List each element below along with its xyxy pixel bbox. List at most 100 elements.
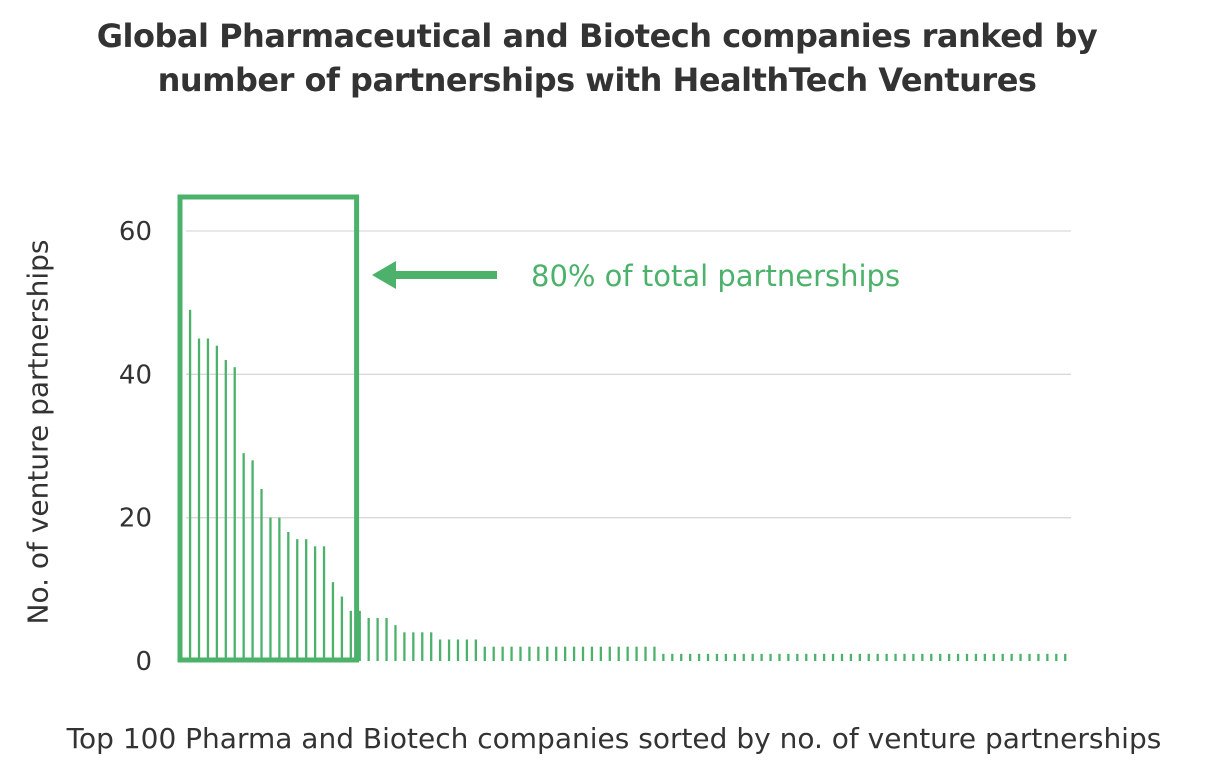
- bar: [947, 653, 951, 661]
- bar: [590, 646, 594, 661]
- bar: [894, 653, 897, 661]
- bar: [501, 646, 504, 661]
- bar: [421, 632, 424, 661]
- bar: [983, 653, 986, 661]
- bar: [492, 646, 495, 661]
- x-axis-label: Top 100 Pharma and Biotech companies sor…: [66, 722, 1162, 755]
- bar: [1046, 653, 1049, 661]
- chart-title-line-1: Global Pharmaceutical and Biotech compan…: [96, 17, 1098, 55]
- highlight-annotation: 80% of total partnerships: [177, 194, 900, 663]
- bar: [563, 646, 567, 661]
- bar: [840, 653, 844, 661]
- bar: [805, 653, 808, 661]
- bar: [1064, 653, 1067, 661]
- bar: [903, 653, 906, 661]
- bar: [322, 546, 326, 661]
- y-tick-label: 60: [119, 217, 152, 247]
- bars: [180, 281, 1067, 661]
- bar: [626, 646, 629, 661]
- bar: [1028, 653, 1031, 661]
- bar: [796, 653, 799, 661]
- bar: [724, 653, 728, 661]
- bar: [965, 653, 969, 661]
- bar: [510, 646, 513, 661]
- bar: [1019, 653, 1022, 661]
- bar: [608, 646, 611, 661]
- bar: [358, 610, 361, 661]
- bar: [885, 653, 888, 661]
- bar: [974, 653, 978, 661]
- bar: [305, 539, 308, 661]
- bar: [313, 546, 317, 661]
- bar: [555, 646, 558, 661]
- bar: [930, 653, 933, 661]
- bar: [367, 618, 370, 661]
- bar: [430, 632, 433, 661]
- bar: [778, 653, 781, 661]
- bar: [992, 653, 995, 661]
- bar: [617, 646, 620, 661]
- bar: [1037, 653, 1040, 661]
- bar: [760, 653, 763, 661]
- bar: [581, 646, 585, 661]
- bar: [921, 653, 924, 661]
- bar: [474, 639, 477, 661]
- bar: [876, 653, 879, 661]
- highlight-box: [177, 194, 360, 663]
- bar: [831, 653, 835, 661]
- bar: [376, 618, 379, 661]
- bar: [278, 517, 281, 661]
- bar: [483, 646, 486, 661]
- bar: [242, 453, 245, 661]
- bar: [751, 653, 754, 661]
- bar: [787, 653, 790, 661]
- bar: [769, 653, 772, 661]
- bar: [438, 639, 442, 661]
- bar: [814, 653, 817, 661]
- bar: [671, 653, 674, 661]
- bar: [215, 345, 219, 661]
- bar: [197, 338, 201, 661]
- bar: [849, 653, 853, 661]
- bar: [340, 596, 344, 661]
- bar: [349, 610, 352, 661]
- bar: [742, 653, 745, 661]
- bar: [269, 517, 272, 661]
- chart-title: Global Pharmaceutical and Biotech compan…: [0, 14, 1194, 102]
- bar: [635, 646, 638, 661]
- bar: [715, 653, 719, 661]
- chart-title-line-2: number of partnerships with HealthTech V…: [157, 61, 1037, 99]
- bar: [697, 653, 701, 661]
- bar: [537, 646, 540, 661]
- bar: [1010, 653, 1013, 661]
- bar: [1055, 653, 1058, 661]
- bar: [572, 646, 576, 661]
- bar: [465, 639, 469, 661]
- bar: [822, 653, 826, 661]
- bar: [224, 360, 227, 661]
- y-tick-label: 20: [119, 504, 152, 534]
- highlight-annotation-text: 80% of total partnerships: [531, 259, 900, 293]
- y-tick-label: 0: [135, 647, 152, 677]
- bar: [706, 653, 710, 661]
- bar: [1001, 653, 1004, 661]
- bar: [662, 653, 665, 661]
- bar: [456, 639, 460, 661]
- bar: [733, 653, 736, 661]
- bar: [644, 646, 647, 661]
- bar: [653, 646, 656, 661]
- arrow-left-icon: [372, 261, 396, 289]
- bar: [233, 367, 236, 661]
- bar: [689, 653, 692, 661]
- bar: [296, 539, 299, 661]
- y-tick-label: 40: [119, 360, 152, 390]
- bar: [528, 646, 531, 661]
- bar: [287, 532, 290, 661]
- bar: [858, 653, 861, 661]
- bar: [519, 646, 522, 661]
- bar: [251, 460, 254, 661]
- bar: [385, 618, 388, 661]
- bar: [412, 632, 415, 661]
- bar: [206, 338, 210, 661]
